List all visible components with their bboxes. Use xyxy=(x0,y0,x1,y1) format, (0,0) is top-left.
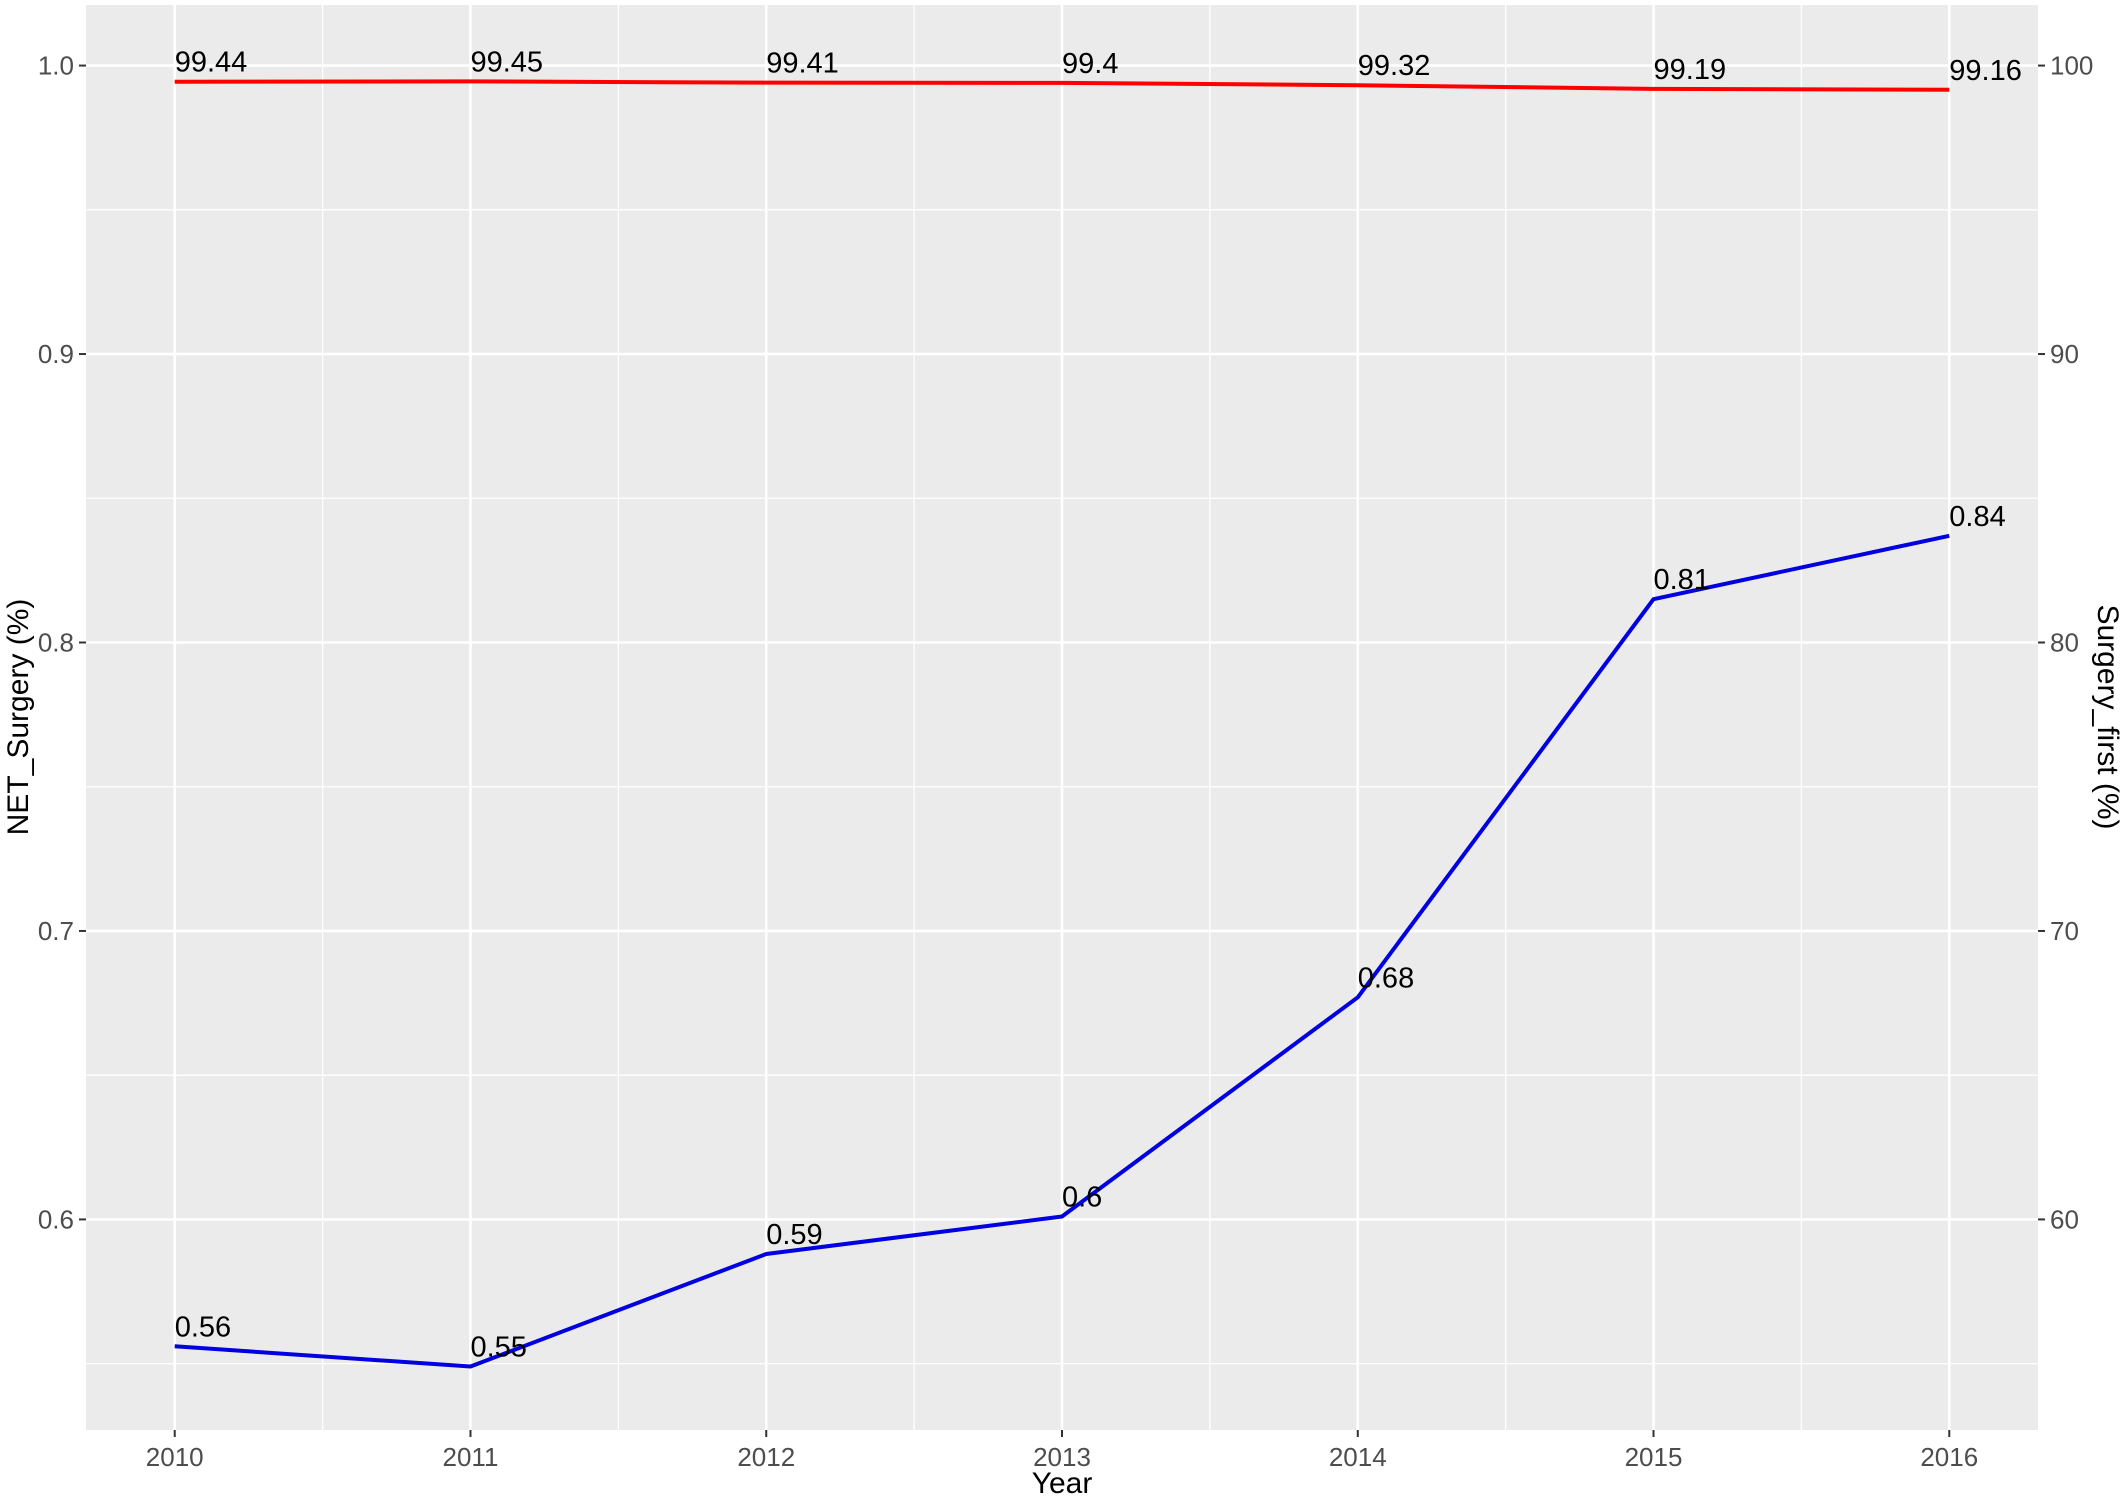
data-label: 99.45 xyxy=(470,46,543,78)
y-left-tick-label: 1.0 xyxy=(38,51,74,81)
y-left-tick-label: 0.6 xyxy=(38,1204,74,1234)
data-label: 0.81 xyxy=(1654,564,1710,596)
x-tick-label: 2010 xyxy=(146,1442,204,1472)
y-right-tick-label: 60 xyxy=(2050,1204,2079,1234)
data-label: 0.6 xyxy=(1062,1182,1102,1214)
data-label: 99.41 xyxy=(766,48,839,80)
y-axis-left-title: NET_Surgery (%) xyxy=(2,599,35,836)
data-label: 99.44 xyxy=(175,47,248,79)
y-left-tick-label: 0.8 xyxy=(38,628,74,658)
y-right-tick-label: 70 xyxy=(2050,916,2079,946)
y-left-tick-label: 0.7 xyxy=(38,916,74,946)
x-tick-label: 2011 xyxy=(443,1442,499,1472)
data-label: 99.4 xyxy=(1062,48,1118,80)
x-tick-label: 2015 xyxy=(1625,1442,1683,1472)
y-axis-right-title: Surgery_first (%) xyxy=(2091,604,2124,829)
data-label: 99.16 xyxy=(1949,55,2022,87)
data-label: 0.55 xyxy=(470,1332,526,1364)
data-label: 0.59 xyxy=(766,1219,822,1251)
y-right-tick-label: 90 xyxy=(2050,339,2079,369)
data-label: 99.19 xyxy=(1654,54,1727,86)
y-left-tick-label: 0.9 xyxy=(38,339,74,369)
y-right-tick-label: 80 xyxy=(2050,628,2079,658)
x-tick-label: 2016 xyxy=(1920,1442,1978,1472)
data-label: 99.32 xyxy=(1358,50,1431,82)
y-right-tick-label: 100 xyxy=(2050,51,2093,81)
x-axis-title: Year xyxy=(1032,1467,1093,1500)
data-label: 0.68 xyxy=(1358,962,1414,994)
x-tick-label: 2012 xyxy=(737,1442,795,1472)
data-label: 0.84 xyxy=(1949,501,2005,533)
x-tick-label: 2014 xyxy=(1329,1442,1387,1472)
data-label: 0.56 xyxy=(175,1311,231,1343)
